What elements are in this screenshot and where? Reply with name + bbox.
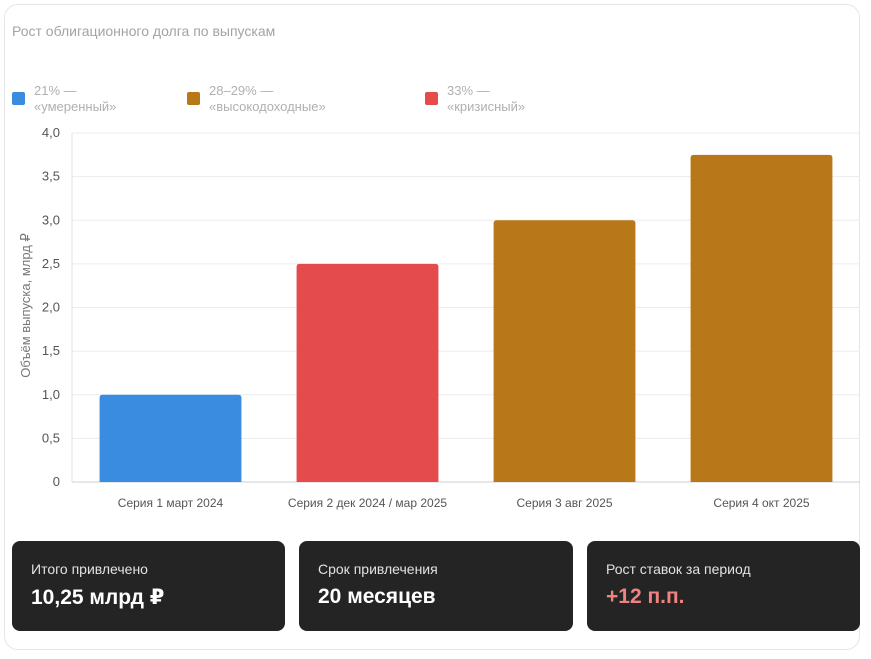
- stat-rate-growth: Рост ставок за период +12 п.п.: [587, 541, 860, 631]
- y-tick-label: 0: [53, 474, 60, 489]
- legend-label-line2: «умеренный»: [34, 99, 117, 114]
- y-tick-label: 1,5: [42, 343, 60, 358]
- legend-label-line2: «высокодоходные»: [209, 99, 326, 114]
- stat-value: 20 месяцев: [318, 585, 436, 608]
- x-axis: Серия 1 март 2024 Серия 2 дек 2024 / мар …: [118, 496, 810, 510]
- y-axis: 0 0,5 1,0 1,5 2,0 2,5 3,0 3,5 4,0: [42, 125, 60, 489]
- x-tick-label: Серия 4 окт 2025: [713, 496, 809, 510]
- bar[interactable]: [493, 220, 636, 482]
- stat-total-raised: Итого привлечено 10,25 млрд ₽: [12, 541, 285, 631]
- stat-label: Срок привлечения: [318, 561, 438, 577]
- legend-label-line1: 21% —: [34, 83, 77, 98]
- stat-label: Рост ставок за период: [606, 561, 751, 577]
- legend-label-line2: «кризисный»: [447, 99, 526, 114]
- legend-swatch-moderate: [12, 92, 25, 105]
- legend-item-moderate[interactable]: 21% — «умеренный»: [12, 83, 116, 115]
- stat-value: 10,25 млрд ₽: [31, 586, 165, 609]
- stat-raising-period: Срок привлечения 20 месяцев: [299, 541, 573, 631]
- bar[interactable]: [296, 263, 439, 482]
- chart-title: Рост облигационного долга по выпускам: [12, 23, 276, 39]
- legend-item-crisis[interactable]: 33% — «кризисный»: [425, 83, 525, 115]
- y-tick-label: 2,0: [42, 300, 60, 315]
- legend-label-line1: 33% —: [447, 83, 490, 98]
- x-tick-label: Серия 1 март 2024: [118, 496, 224, 510]
- y-tick-label: 0,5: [42, 430, 60, 445]
- x-tick-label: Серия 3 авг 2025: [516, 496, 612, 510]
- y-tick-label: 3,0: [42, 212, 60, 227]
- y-tick-label: 3,5: [42, 169, 60, 184]
- bar[interactable]: [99, 394, 242, 482]
- legend-swatch-high-yield: [187, 92, 200, 105]
- bars: [99, 154, 833, 482]
- bar-chart: 0 0,5 1,0 1,5 2,0 2,5 3,0 3,5 4,0 Серия 1 март 2…: [18, 125, 860, 510]
- bar[interactable]: [690, 154, 833, 482]
- y-tick-label: 2,5: [42, 256, 60, 271]
- legend-swatch-crisis: [425, 92, 438, 105]
- y-tick-label: 1,0: [42, 387, 60, 402]
- stat-value: +12 п.п.: [606, 585, 685, 608]
- x-tick-label: Серия 2 дек 2024 / мар 2025: [288, 496, 447, 510]
- y-tick-label: 4,0: [42, 125, 60, 140]
- stat-label: Итого привлечено: [31, 561, 148, 577]
- legend-item-high-yield[interactable]: 28–29% — «высокодоходные»: [187, 83, 326, 115]
- y-axis-label: Объём выпуска, млрд ₽: [18, 233, 33, 378]
- legend-label-line1: 28–29% —: [209, 83, 274, 98]
